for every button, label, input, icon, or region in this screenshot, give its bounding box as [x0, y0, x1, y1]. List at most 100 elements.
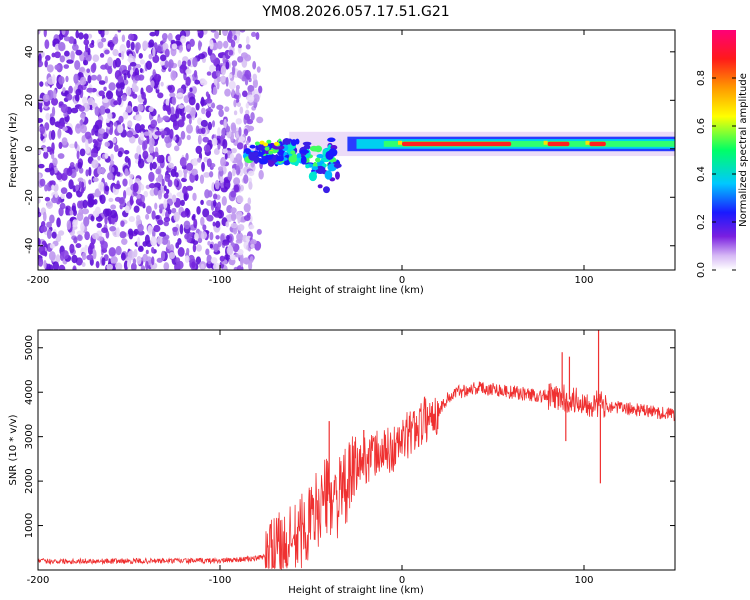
heatmap-cell [71, 43, 79, 51]
heatmap-cell [83, 33, 89, 40]
heatmap-cell [178, 104, 185, 109]
heatmap-cell [141, 194, 145, 203]
heatmap-cell [181, 60, 187, 66]
heatmap-cell [59, 202, 66, 210]
heatmap-cell [59, 55, 66, 63]
heatmap-cell [73, 236, 78, 244]
heatmap-cell [77, 177, 84, 183]
heatmap-cell [220, 65, 227, 76]
heatmap-cell [179, 45, 183, 52]
heatmap-cell [154, 151, 159, 158]
heatmap-cell [193, 69, 198, 78]
heatmap-cell [71, 254, 78, 264]
heatmap-cell [213, 213, 221, 218]
heatmap-cell [68, 179, 74, 190]
heatmap-cell [177, 246, 185, 257]
colorbar-tick-label: 0.6 [696, 118, 707, 134]
heatmap-cell [231, 88, 235, 98]
heatmap-cell [38, 30, 41, 35]
heatmap-cell [123, 189, 127, 200]
heatmap-cell [247, 170, 255, 177]
signal-peak [589, 141, 606, 147]
heatmap-cell [200, 231, 208, 240]
heatmap-cell [163, 105, 170, 112]
heatmap-cell [201, 161, 205, 172]
heatmap-cell [233, 34, 237, 41]
heatmap-cell [81, 135, 86, 143]
heatmap-cell [85, 146, 91, 154]
heatmap-cell [160, 81, 164, 87]
heatmap-cell [154, 30, 160, 37]
heatmap-cell [107, 111, 113, 120]
heatmap-cell [148, 145, 155, 154]
heatmap-cell [220, 156, 227, 167]
heatmap-cell [203, 144, 211, 153]
heatmap-cell [79, 76, 87, 86]
heatmap-cell [44, 39, 50, 50]
heatmap-cell [130, 41, 135, 51]
heatmap-cell [52, 261, 60, 270]
heatmap-cell [43, 151, 49, 159]
heatmap-cell [209, 231, 214, 241]
heatmap-cell [230, 222, 238, 229]
heatmap-cell [215, 70, 221, 77]
heatmap-cell [79, 113, 86, 119]
heatmap-cell [225, 125, 231, 133]
heatmap-cell [145, 213, 150, 220]
heatmap-cell [94, 106, 100, 116]
heatmap-cell [218, 166, 224, 172]
heatmap-cell [236, 97, 240, 104]
heatmap-cell [148, 183, 156, 189]
heatmap-cell [44, 167, 51, 173]
heatmap-cell [185, 68, 192, 75]
heatmap-cell [128, 230, 134, 240]
heatmap-cell [174, 265, 180, 270]
heatmap-cell [96, 222, 102, 229]
heatmap-cell [42, 211, 47, 222]
heatmap-cell [76, 150, 80, 160]
heatmap-cell [49, 167, 55, 176]
signal-peak-edge [585, 140, 590, 145]
turbulent-blob [296, 152, 302, 159]
heatmap-cell [250, 112, 255, 121]
heatmap-cell [222, 148, 228, 154]
heatmap-cell [192, 57, 198, 68]
heatmap-cell [174, 178, 178, 187]
heatmap-cell [200, 199, 204, 205]
turbulent-blob [254, 151, 259, 157]
heatmap-cell [124, 156, 130, 163]
heatmap-cell [134, 42, 141, 51]
heatmap-cell [196, 244, 202, 252]
turbulent-blob [333, 163, 342, 169]
heatmap-cell [207, 240, 211, 246]
heatmap-cell [129, 195, 134, 206]
heatmap-cell [148, 53, 153, 60]
heatmap-cell [121, 50, 125, 60]
heatmap-cell [212, 262, 221, 270]
snr-series-line [38, 381, 675, 570]
heatmap-cell [113, 121, 118, 127]
heatmap-cell [43, 30, 47, 38]
heatmap-cell [38, 244, 46, 256]
heatmap-cell [187, 59, 192, 67]
heatmap-cell [100, 64, 108, 70]
heatmap-cell [66, 59, 74, 64]
heatmap-cell [202, 224, 207, 231]
heatmap-cell [186, 247, 190, 255]
heatmap-cell [242, 90, 248, 98]
heatmap-cell [49, 180, 56, 187]
heatmap-cell [220, 75, 226, 83]
heatmap-cell [242, 257, 250, 265]
heatmap-cell [52, 89, 57, 99]
heatmap-cell [185, 152, 189, 161]
heatmap-cell [145, 249, 149, 255]
heatmap-cell [151, 161, 157, 170]
heatmap-cell [247, 125, 255, 132]
heatmap-cell [58, 141, 63, 149]
snr-xtick-label: -100 [209, 575, 232, 586]
turbulent-blob [272, 154, 278, 162]
heatmap-cell [129, 61, 137, 67]
heatmap-cell [207, 121, 213, 131]
heatmap-cell [125, 105, 133, 113]
